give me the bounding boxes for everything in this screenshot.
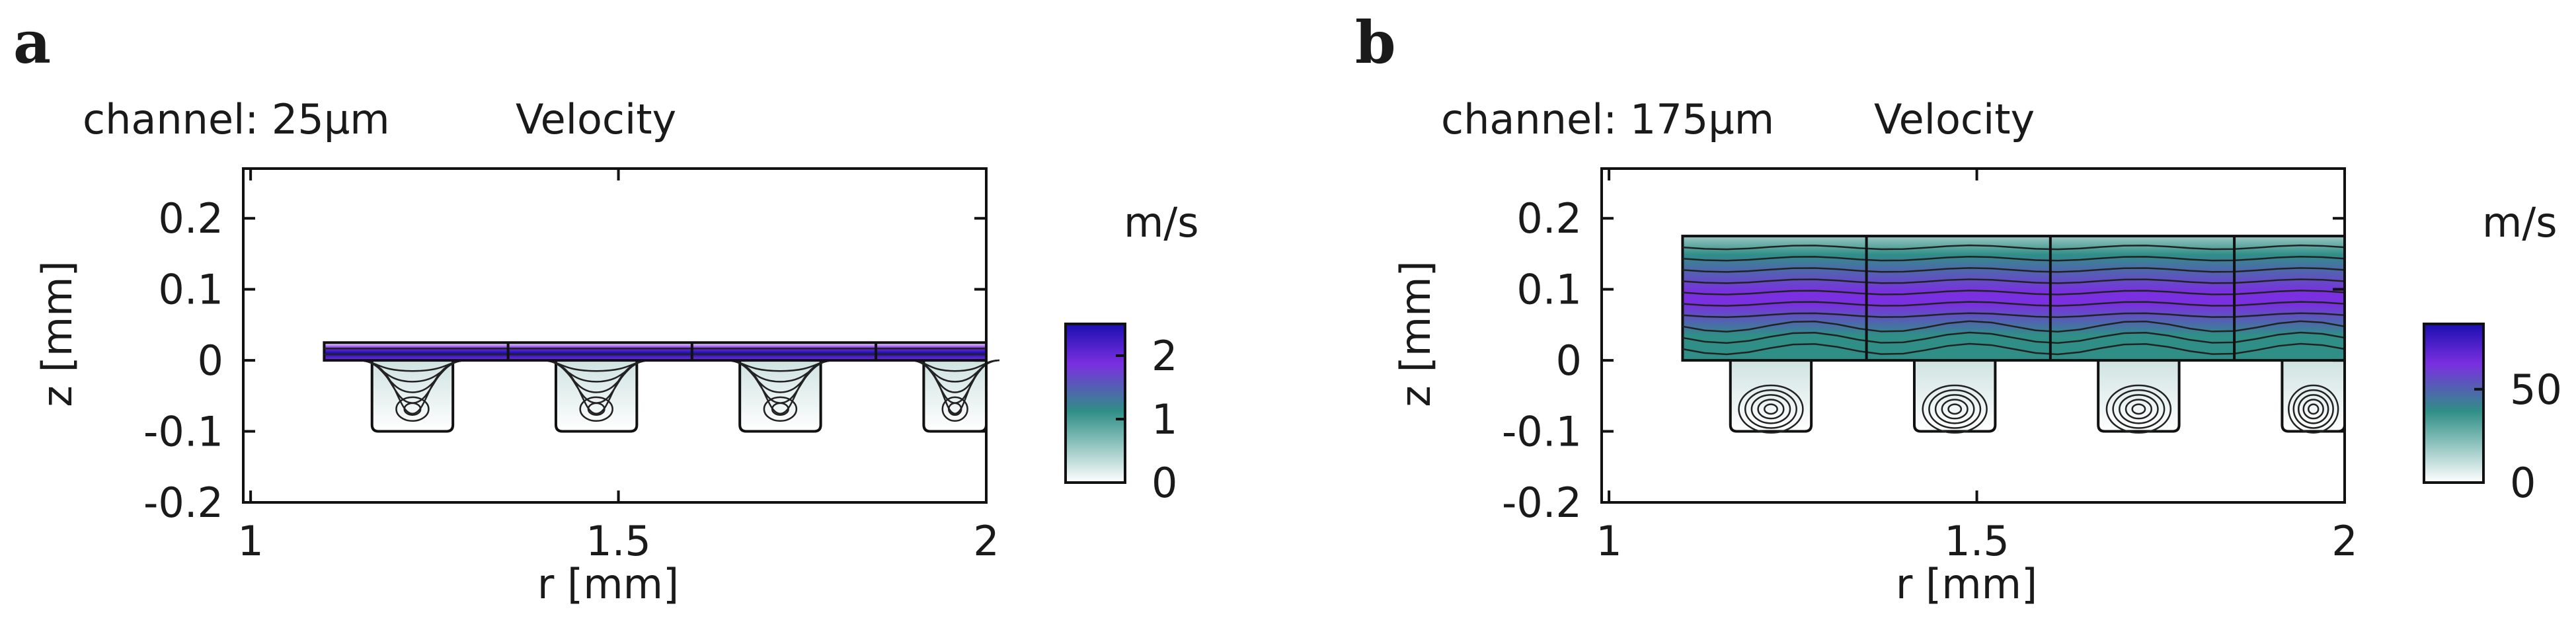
panel-b-xtick-label-0: 1 <box>1596 517 1621 565</box>
panel-a-well-0-dip-streamline-5 <box>358 359 467 414</box>
panel-b-title: Velocity <box>1874 95 2035 143</box>
panel-b-well-3-streamline-5 <box>2288 384 2339 434</box>
panel-a-well-0-streamline-2 <box>395 396 430 422</box>
panel-b-well-0-streamline-5 <box>1738 384 1804 434</box>
panel-b-axes-frame <box>1600 167 2346 504</box>
panel-a-xtick-label-0: 1 <box>237 517 263 565</box>
panel-b-channel-label: channel: 175µm <box>1441 95 1774 143</box>
panel-b-well-3-streamline-3 <box>2297 394 2329 424</box>
panel-a-ytick-label-4: -0.2 <box>143 479 223 527</box>
panel-b-well-3-streamline-2 <box>2302 399 2324 420</box>
panel-a-channel <box>323 341 988 362</box>
panel-b: b channel: 175µm Velocity m/s r [mm] z [… <box>1355 8 2562 608</box>
panel-b-well-2 <box>2097 360 2181 433</box>
panel-a-ylabel: z [mm] <box>33 260 81 407</box>
panel-a-well-3-dip-streamline-5 <box>910 359 1000 414</box>
panel-b-ylabel: z [mm] <box>1391 260 1440 407</box>
panel-a-colorbar: 0 1 2 <box>1064 323 1177 507</box>
panel-b-well-1-streamline-5 <box>1922 384 1988 434</box>
panel-a-colorbar-tick-label-2: 2 <box>1151 332 1177 380</box>
panel-a-well-3-streamline-2 <box>941 396 968 422</box>
panel-a-well-2-dip-streamline-5 <box>726 359 834 414</box>
panel-a-plot: 1 1.5 2 0.2 0.1 0 -0.1 -0.2 <box>143 167 1000 565</box>
panel-a-well-1-streamline-2 <box>579 396 613 422</box>
panel-a-ytick-label-1: 0.1 <box>158 266 223 314</box>
panel-a-ytick-label-2: 0 <box>198 336 223 385</box>
panel-b-well-0 <box>1729 360 1813 433</box>
panel-a-colorbar-tick-label-0: 0 <box>1151 459 1177 507</box>
panel-b-well-3-streamline-1 <box>2307 403 2320 415</box>
panel-a-ytick-label-0: 0.2 <box>158 194 223 243</box>
panel-a: a channel: 25µm Velocity m/s r [mm] z [m… <box>13 8 1199 608</box>
panel-a-well-2-streamline-2 <box>763 396 798 422</box>
panel-b-well-2-streamline-4 <box>2112 389 2166 429</box>
panel-b-well-0-streamline-1 <box>1764 403 1778 415</box>
panel-b-xlabel: r [mm] <box>1896 560 2037 608</box>
panel-a-colorbar-tick-label-1: 1 <box>1151 395 1177 444</box>
panel-b-colorbar: 0 50 <box>2423 323 2562 507</box>
panel-b-colorbar-unit: m/s <box>2482 198 2557 247</box>
panel-b-well-1-streamline-1 <box>1947 403 1963 415</box>
panel-b-letter: b <box>1355 8 1396 77</box>
panel-b-ytick-label-2: 0 <box>1556 336 1582 385</box>
panel-b-channel <box>1681 235 2346 362</box>
panel-a-well-1-dip-streamline-5 <box>542 359 650 414</box>
panel-b-colorbar-tick-label-0: 0 <box>2510 459 2536 507</box>
panel-a-ytick-label-3: -0.1 <box>143 408 223 456</box>
panel-b-well-0-streamline-4 <box>1744 389 1797 429</box>
panel-a-colorbar-unit: m/s <box>1124 198 1199 247</box>
panel-b-well-2-streamline-5 <box>2105 384 2172 434</box>
panel-b-well-1-streamline-4 <box>1928 389 1982 429</box>
panel-b-ytick-label-1: 0.1 <box>1516 266 1582 314</box>
panel-b-well-1-streamline-3 <box>1934 394 1975 424</box>
panel-b-well-3-streamline-4 <box>2292 389 2334 429</box>
panel-b-well-2-streamline-3 <box>2119 394 2159 424</box>
panel-b-well-1-streamline-2 <box>1941 399 1969 420</box>
panel-b-well-0-streamline-2 <box>1757 399 1785 420</box>
panel-a-title: Velocity <box>516 95 676 143</box>
panel-a-letter: a <box>13 8 51 77</box>
panel-b-colorbar-bar <box>2423 323 2485 484</box>
panel-a-xtick-label-2: 2 <box>973 517 999 565</box>
panel-b-colorbar-tick-label-1: 50 <box>2510 366 2562 414</box>
panel-b-xtick-label-2: 2 <box>2331 517 2357 565</box>
panel-a-colorbar-bar <box>1064 323 1126 484</box>
panel-a-channel-label: channel: 25µm <box>83 95 390 143</box>
panel-a-xtick-label-1: 1.5 <box>586 517 651 565</box>
panel-b-well-1 <box>1912 360 1997 433</box>
panel-b-xtick-label-1: 1.5 <box>1944 517 2010 565</box>
panel-b-ytick-label-3: -0.1 <box>1502 408 1582 456</box>
panel-b-well-0-streamline-3 <box>1750 394 1791 424</box>
panel-b-well-2-streamline-1 <box>2131 403 2146 415</box>
panel-b-ytick-label-4: -0.2 <box>1502 479 1582 527</box>
panel-a-axes-frame <box>242 167 988 504</box>
panel-b-ytick-label-0: 0.2 <box>1516 194 1582 243</box>
panel-b-plot: 1 1.5 2 0.2 0.1 0 -0.1 -0.2 <box>1502 167 2358 565</box>
panel-a-xlabel: r [mm] <box>537 560 679 608</box>
panel-b-well-2-streamline-2 <box>2125 399 2153 420</box>
